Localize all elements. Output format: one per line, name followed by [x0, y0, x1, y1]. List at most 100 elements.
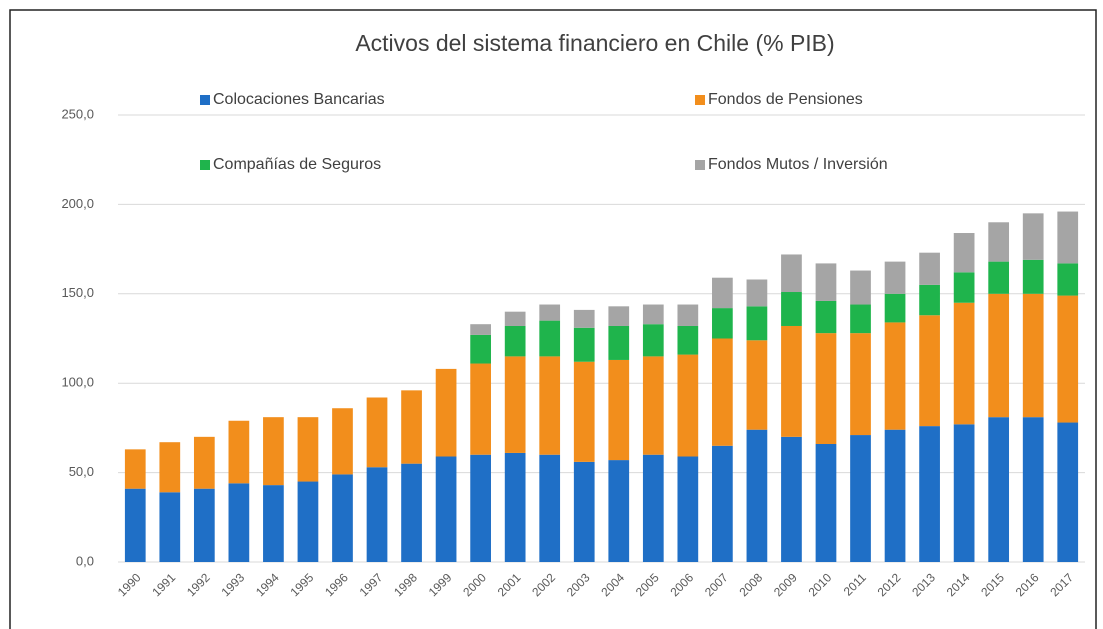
bar-segment [435, 368, 457, 457]
legend-swatch [200, 160, 210, 170]
bar-segment [919, 426, 940, 562]
bar-segment [470, 324, 491, 335]
bar-segment [573, 461, 595, 562]
bar-segment [504, 356, 526, 453]
bar-segment [815, 333, 837, 444]
y-tick-label: 0,0 [76, 553, 94, 568]
bar-segment [1022, 213, 1044, 260]
bar-segment [884, 261, 906, 294]
legend-label: Fondos de Pensiones [708, 91, 863, 108]
bar-segment [642, 304, 664, 325]
bar-segment [539, 320, 561, 357]
bar-segment [573, 309, 595, 328]
bar-segment [712, 338, 733, 446]
bar-segment [781, 325, 802, 437]
bar-segment [953, 272, 975, 303]
bar-segment [850, 270, 871, 305]
bar-segment [746, 279, 768, 307]
bar-segment [124, 449, 146, 489]
bar-segment [1022, 293, 1044, 418]
bar-segment [850, 435, 871, 562]
bar-segment [884, 429, 906, 562]
bar-segment [504, 452, 526, 562]
bar-segment [228, 420, 250, 484]
bar-segment [815, 263, 837, 301]
bar-segment [1057, 295, 1079, 423]
bar-segment [988, 293, 1010, 418]
bar-segment [677, 304, 699, 326]
bar-segment [263, 417, 284, 486]
bar-segment [1057, 211, 1079, 264]
bar-segment [677, 325, 699, 355]
bar-segment [884, 293, 906, 323]
legend-label: Colocaciones Bancarias [213, 91, 385, 108]
bar-segment [159, 492, 181, 562]
bar-segment [470, 454, 491, 562]
bar-segment [573, 361, 595, 462]
legend-swatch [200, 95, 210, 105]
y-tick-label: 250,0 [61, 106, 94, 121]
y-tick-label: 150,0 [61, 285, 94, 300]
bar-segment [539, 454, 561, 562]
bar-segment [919, 315, 940, 427]
bar-segment [988, 261, 1010, 294]
bar-segment [193, 488, 215, 562]
bar-segment [815, 300, 837, 334]
bar-segment [366, 467, 388, 562]
legend-swatch [695, 95, 705, 105]
bar-segment [297, 481, 319, 562]
bar-segment [1022, 417, 1044, 562]
bar-segment [159, 442, 181, 493]
bar-segment [539, 356, 561, 455]
bar-segment [401, 463, 422, 562]
bar-segment [401, 390, 422, 464]
bar-segment [332, 474, 353, 562]
bar-segment [573, 327, 595, 362]
bar-segment [712, 445, 733, 562]
y-tick-label: 100,0 [61, 375, 94, 390]
bar-segment [815, 443, 837, 562]
bar-segment [712, 308, 733, 339]
bar-segment [504, 311, 526, 326]
bar-segment [1057, 263, 1079, 296]
bar-segment [124, 488, 146, 562]
bar-segment [746, 429, 768, 562]
bar-segment [850, 304, 871, 334]
bar-segment [1057, 422, 1079, 562]
legend-swatch [695, 160, 705, 170]
bar-segment [470, 334, 491, 364]
bar-segment [781, 292, 802, 326]
bar-segment [608, 359, 630, 461]
bar-segment [470, 363, 491, 455]
chart-title: Activos del sistema financiero en Chile … [355, 30, 834, 56]
bar-segment [642, 324, 664, 357]
bar-segment [642, 356, 664, 455]
bar-segment [953, 424, 975, 562]
bar-segment [919, 252, 940, 285]
bar-segment [781, 254, 802, 293]
bar-segment [263, 485, 284, 562]
y-tick-label: 200,0 [61, 196, 94, 211]
bar-segment [504, 325, 526, 357]
bar-segment [988, 222, 1010, 262]
bar-segment [919, 284, 940, 316]
bar-segment [677, 354, 699, 457]
bar-segment [608, 306, 630, 326]
bar-segment [953, 233, 975, 273]
bar-segment [539, 304, 561, 321]
bar-segment [850, 333, 871, 436]
bar-segment [953, 302, 975, 425]
bar-segment [1022, 259, 1044, 294]
bar-segment [884, 322, 906, 430]
bar-segment [642, 454, 664, 562]
bar-segment [608, 325, 630, 360]
bar-segment [228, 483, 250, 562]
bar-segment [608, 460, 630, 562]
bar-segment [297, 417, 319, 482]
bar-segment [988, 417, 1010, 562]
bar-segment [712, 277, 733, 309]
bar-segment [193, 436, 215, 489]
legend-label: Compañías de Seguros [213, 156, 381, 173]
